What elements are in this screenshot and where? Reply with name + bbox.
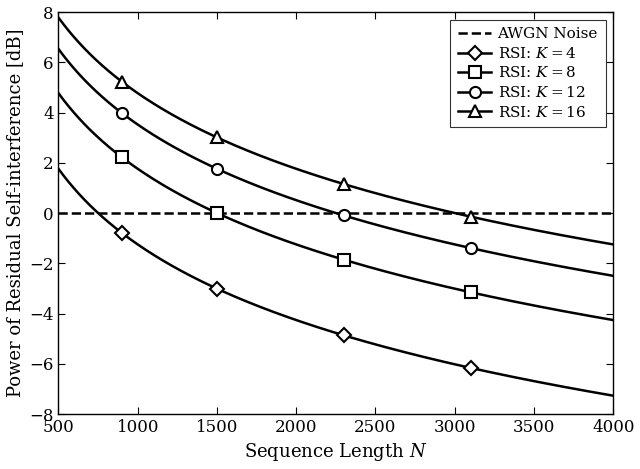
Y-axis label: Power of Residual Self-interference [dB]: Power of Residual Self-interference [dB] (6, 29, 24, 397)
X-axis label: Sequence Length $N$: Sequence Length $N$ (244, 441, 428, 463)
Legend: AWGN Noise, RSI: $K = 4$, RSI: $K = 8$, RSI: $K = 12$, RSI: $K = 16$: AWGN Noise, RSI: $K = 4$, RSI: $K = 8$, … (450, 20, 605, 127)
